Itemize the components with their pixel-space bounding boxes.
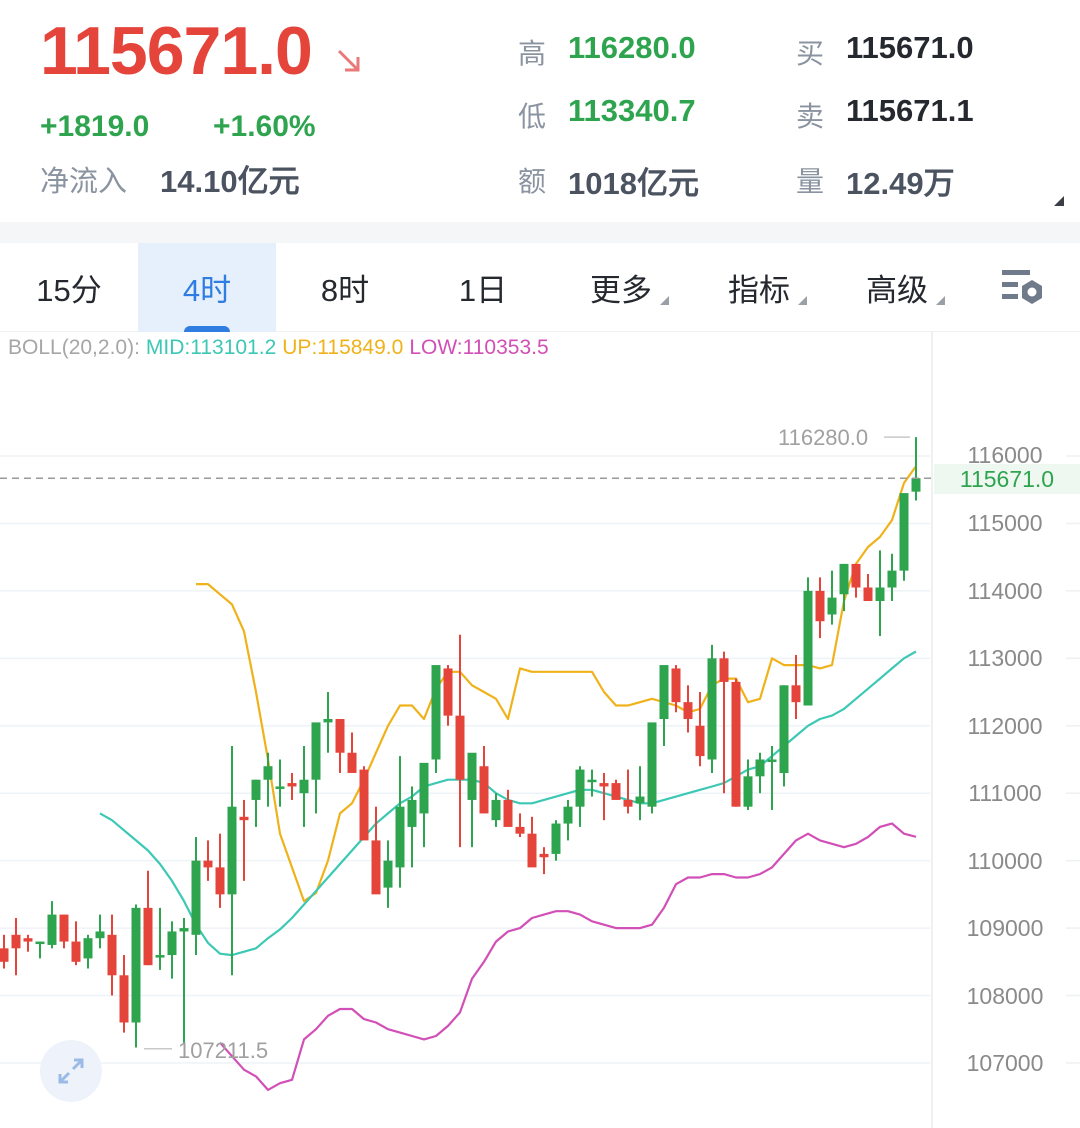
tab-15m[interactable]: 15分 (36, 273, 102, 308)
y-tick: 116000 (967, 442, 1043, 468)
boll-mid: MID:113101.2 (145, 336, 277, 359)
turnover-label: 额 (518, 166, 547, 197)
turnover-value: 1018亿元 (568, 166, 699, 201)
tab-indicators[interactable]: 指标 (690, 243, 828, 332)
change-absolute: +1819.0 (40, 110, 150, 143)
dropdown-triangle-icon (798, 296, 807, 305)
dropdown-triangle-icon (660, 296, 669, 305)
section-divider (0, 222, 1080, 243)
y-tick: 108000 (966, 983, 1044, 1009)
tab-4h[interactable]: 4时 (138, 243, 276, 332)
netflow-label: 净流入 (40, 166, 128, 198)
ask-value: 115671.1 (846, 93, 974, 128)
boll-low: LOW:110353.5 (409, 336, 549, 359)
y-tick: 109000 (966, 915, 1044, 941)
change-percent: +1.60% (213, 110, 316, 143)
low-value: 113340.7 (568, 93, 696, 128)
bid-value: 115671.0 (846, 30, 974, 65)
ask-label: 卖 (796, 101, 825, 132)
dropdown-triangle-icon (936, 296, 945, 305)
y-tick: 107000 (966, 1050, 1044, 1076)
tab-more[interactable]: 更多 (552, 243, 690, 332)
quote-header: 115671.0 +1819.0 +1.60% 净流入 14.10亿元 高 11… (0, 0, 1080, 222)
volume-value: 12.49万 (846, 166, 955, 201)
fullscreen-button[interactable] (40, 1040, 102, 1102)
interval-tabs: 15分 4时 8时 1日 更多 指标 高级 (0, 243, 1080, 332)
y-tick: 111000 (968, 780, 1042, 806)
boll-legend: BOLL(20,2.0): MID:113101.2 UP:115849.0 LOW:… (8, 336, 555, 360)
high-label: 高 (518, 38, 547, 69)
chart-settings-icon[interactable] (1000, 268, 1046, 308)
expand-icon (58, 1058, 84, 1084)
boll-up: UP:115849.0 (282, 336, 404, 359)
tab-advanced[interactable]: 高级 (828, 243, 966, 332)
y-tick: 113000 (967, 645, 1043, 671)
expand-header-icon[interactable] (1054, 196, 1064, 206)
arrow-down-right-icon (337, 49, 360, 72)
tab-1d[interactable]: 1日 (458, 273, 508, 308)
high-value: 116280.0 (568, 30, 696, 65)
low-label: 低 (518, 101, 547, 132)
boll-name: BOLL(20,2.0): (8, 336, 140, 359)
current-price-tag: 115671.0 (934, 464, 1080, 494)
netflow-value: 14.10亿元 (160, 164, 300, 199)
min-price-label: 107211.5 (178, 1038, 269, 1063)
max-price-label: 116280.0 (778, 425, 869, 450)
y-tick: 115000 (967, 510, 1043, 536)
bid-label: 买 (796, 38, 825, 69)
y-tick: 110000 (967, 848, 1043, 874)
y-tick: 112000 (967, 713, 1043, 739)
y-tick: 114000 (967, 578, 1043, 604)
active-tab-indicator (184, 326, 230, 332)
volume-label: 量 (796, 166, 825, 197)
tab-8h[interactable]: 8时 (320, 273, 370, 308)
last-price: 115671.0 (40, 13, 313, 89)
